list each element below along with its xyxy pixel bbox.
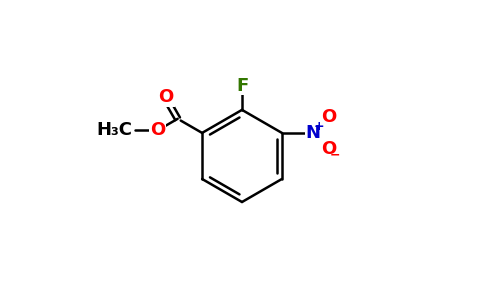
Text: O: O [150, 122, 165, 140]
Text: H₃C: H₃C [96, 122, 132, 140]
Text: −: − [330, 149, 341, 162]
Text: +: + [314, 120, 325, 133]
Text: O: O [158, 88, 174, 106]
Text: F: F [236, 76, 248, 94]
Text: O: O [321, 140, 336, 158]
Text: N: N [305, 124, 320, 142]
Text: O: O [321, 108, 336, 126]
